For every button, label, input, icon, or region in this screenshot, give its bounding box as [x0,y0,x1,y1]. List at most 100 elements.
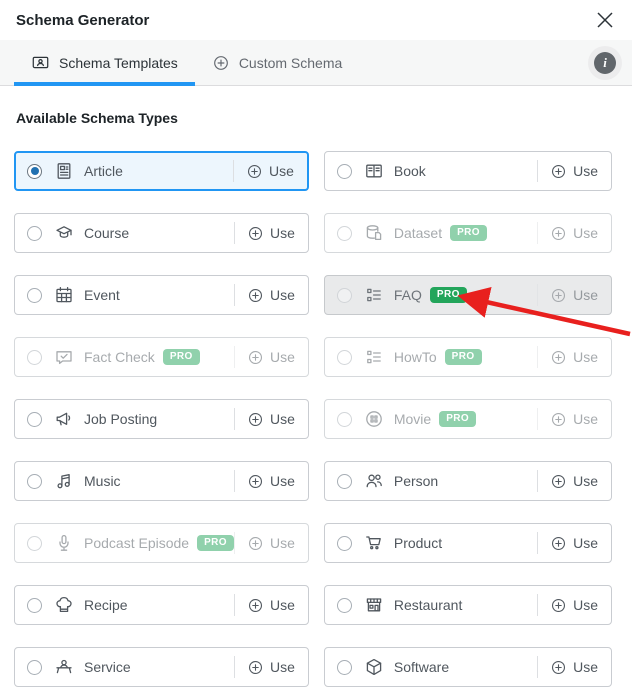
radio-button[interactable] [336,163,352,179]
divider [233,532,235,554]
schema-type-label: Dataset [393,225,443,241]
radio-button[interactable] [27,287,42,303]
schema-type-service[interactable]: Service Use [14,647,309,687]
plus-circle-icon [550,163,567,180]
plus-circle-icon [550,411,567,428]
radio-button[interactable] [336,411,352,427]
radio-button[interactable] [336,659,352,675]
howto-icon [364,347,384,367]
use-label: Use [269,287,295,303]
divider [537,408,539,430]
tab-custom-schema[interactable]: Custom Schema [195,40,359,85]
dialog-header: Schema Generator [0,0,632,40]
schema-type-event[interactable]: Event Use [14,275,309,315]
radio-button[interactable] [27,225,42,241]
schema-type-movie: Movie PRO Use [323,399,612,439]
use-button[interactable]: Use [538,276,611,314]
plus-circle-icon [550,659,567,676]
use-button[interactable]: Use [538,524,611,562]
use-button[interactable]: Use [235,462,308,500]
schema-type-fact-check: Fact Check PRO Use [14,337,309,377]
info-button[interactable]: i [588,45,622,80]
use-button[interactable]: Use [235,648,308,686]
schema-type-music[interactable]: Music Use [14,461,309,501]
schema-type-product[interactable]: Product Use [323,523,612,563]
radio-button[interactable] [27,535,42,551]
schema-type-software[interactable]: Software Use [323,647,612,687]
radio-button[interactable] [336,287,352,303]
use-button[interactable]: Use [235,338,308,376]
radio-button[interactable] [336,473,352,489]
movie-icon [364,409,384,429]
use-button[interactable]: Use [538,338,611,376]
radio-button[interactable] [27,659,42,675]
use-button[interactable]: Use [235,400,308,438]
plus-circle-icon [212,54,230,72]
radio-button[interactable] [27,473,42,489]
use-button[interactable]: Use [538,462,611,500]
divider [537,532,539,554]
schema-type-book[interactable]: Book Use [323,151,612,191]
schema-type-label: Course [84,225,130,241]
schema-type-label: Person [393,473,439,489]
use-button[interactable]: Use [538,586,611,624]
tab-schema-templates[interactable]: Schema Templates [14,40,195,86]
use-label: Use [573,597,598,613]
use-label: Use [269,349,295,365]
radio-button[interactable] [27,349,42,365]
schema-type-job-posting[interactable]: Job Posting Use [14,399,309,439]
fact-check-icon [54,347,74,367]
tab-label: Schema Templates [59,54,178,71]
schema-type-restaurant[interactable]: Restaurant Use [323,585,612,625]
use-button[interactable]: Use [538,400,611,438]
plus-circle-icon [247,473,264,490]
use-button[interactable]: Use [234,153,307,189]
product-icon [364,533,384,553]
dialog-title: Schema Generator [16,11,150,29]
use-button[interactable]: Use [235,276,308,314]
schema-type-label: Podcast Episode [84,535,190,551]
close-icon[interactable] [594,9,616,31]
schema-type-recipe[interactable]: Recipe Use [14,585,309,625]
divider [233,408,235,430]
divider [537,470,539,492]
radio-button[interactable] [27,597,42,613]
faq-icon [364,285,384,305]
schema-type-label: Recipe [84,597,128,613]
use-button[interactable]: Use [235,524,308,562]
schema-type-article[interactable]: Article Use [14,151,309,191]
schema-type-label: Music [84,473,121,489]
use-label: Use [268,163,294,179]
tab-bar: Schema Templates Custom Schema i [0,40,632,86]
divider [232,160,234,182]
radio-button[interactable] [27,411,42,427]
schema-type-dataset: Dataset PRO Use [323,213,612,253]
use-button[interactable]: Use [235,214,308,252]
software-icon [364,657,384,677]
plus-circle-icon [550,287,567,304]
radio-button[interactable] [336,597,352,613]
tab-label: Custom Schema [238,54,343,71]
radio-button[interactable] [27,163,42,179]
use-button[interactable]: Use [235,586,308,624]
use-button[interactable]: Use [538,214,611,252]
divider [233,656,235,678]
divider [233,346,235,368]
schema-type-person[interactable]: Person Use [323,461,612,501]
radio-button[interactable] [336,535,352,551]
radio-button[interactable] [336,225,352,241]
restaurant-icon [364,595,384,615]
dataset-icon [364,223,384,243]
radio-button[interactable] [336,349,352,365]
plus-circle-icon [247,597,264,614]
use-label: Use [269,225,295,241]
section-heading: Available Schema Types [16,110,178,126]
use-button[interactable]: Use [538,648,611,686]
schema-type-label: FAQ [393,287,422,303]
schema-type-course[interactable]: Course Use [14,213,309,253]
use-button[interactable]: Use [538,152,611,190]
schema-type-label: Movie [393,411,432,427]
pro-badge: PRO [429,287,467,303]
use-label: Use [573,473,598,489]
